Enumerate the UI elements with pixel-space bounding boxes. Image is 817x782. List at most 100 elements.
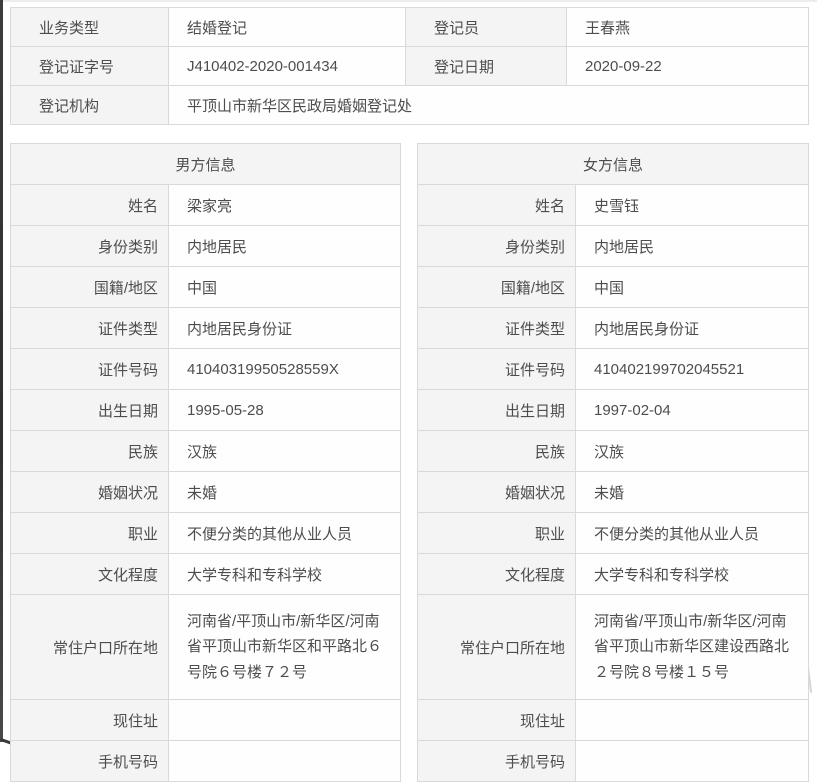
field-label: 出生日期 — [417, 389, 576, 431]
field-value: 41040319950528559X — [167, 348, 402, 390]
field-value — [574, 699, 810, 741]
table-row: 婚姻状况 未婚 — [10, 471, 402, 513]
table-row: 姓名 史雪钰 — [417, 184, 810, 226]
field-label: 手机号码 — [417, 740, 576, 782]
field-value: 1997-02-04 — [574, 389, 810, 431]
field-value: 410402199702045521 — [574, 348, 810, 390]
field-label: 证件类型 — [417, 307, 576, 349]
field-value — [167, 699, 402, 741]
table-row: 身份类别 内地居民 — [417, 225, 810, 267]
business-type-value: 结婚登记 — [168, 7, 406, 47]
reg-date-label: 登记日期 — [405, 46, 567, 86]
field-label: 婚姻状况 — [417, 471, 576, 513]
agency-label: 登记机构 — [10, 85, 169, 125]
table-row: 民族 汉族 — [417, 430, 810, 472]
field-value: 不便分类的其他从业人员 — [167, 512, 402, 554]
field-label: 证件类型 — [10, 307, 169, 349]
table-row: 证件号码 41040319950528559X — [10, 348, 402, 390]
field-value: 大学专科和专科学校 — [574, 553, 810, 595]
table-row: 姓名 梁家亮 — [10, 184, 402, 226]
female-section-title: 女方信息 — [416, 143, 810, 185]
field-label: 职业 — [10, 512, 169, 554]
table-row: 证件号码 410402199702045521 — [417, 348, 810, 390]
table-row: 职业 不便分类的其他从业人员 — [417, 512, 810, 554]
table-row: 登记证字号 J410402-2020-001434 登记日期 2020-09-2… — [10, 46, 809, 86]
field-value: 不便分类的其他从业人员 — [574, 512, 810, 554]
field-value: 1995-05-28 — [167, 389, 402, 431]
cert-no-label: 登记证字号 — [10, 46, 169, 86]
field-value: 未婚 — [574, 471, 810, 513]
field-value: 汉族 — [167, 430, 402, 472]
field-value: 河南省/平顶山市/新华区/河南省平顶山市新华区建设西路北２号院８号楼１５号 — [574, 594, 810, 700]
table-row: 婚姻状况 未婚 — [417, 471, 810, 513]
field-value: 史雪钰 — [574, 184, 810, 226]
field-label: 民族 — [417, 430, 576, 472]
field-value — [574, 740, 810, 782]
table-row: 文化程度 大学专科和专科学校 — [417, 553, 810, 595]
business-type-label: 业务类型 — [10, 7, 169, 47]
table-row: 国籍/地区 中国 — [417, 266, 810, 308]
table-row: 证件类型 内地居民身份证 — [417, 307, 810, 349]
field-label: 证件号码 — [10, 348, 169, 390]
field-label: 姓名 — [10, 184, 169, 226]
field-value: 中国 — [167, 266, 402, 308]
registrar-label: 登记员 — [405, 7, 567, 47]
table-row: 国籍/地区 中国 — [10, 266, 402, 308]
field-label: 身份类别 — [417, 225, 576, 267]
field-value: 梁家亮 — [167, 184, 402, 226]
field-value: 内地居民身份证 — [167, 307, 402, 349]
male-section-title: 男方信息 — [9, 143, 402, 185]
field-label: 证件号码 — [417, 348, 576, 390]
table-row: 登记机构 平顶山市新华区民政局婚姻登记处 — [10, 85, 809, 125]
field-label: 常住户口所在地 — [10, 594, 169, 700]
table-row: 常住户口所在地 河南省/平顶山市/新华区/河南省平顶山市新华区和平路北６号院６号楼… — [10, 594, 402, 700]
table-row: 出生日期 1995-05-28 — [10, 389, 402, 431]
field-label: 国籍/地区 — [10, 266, 169, 308]
table-row: 民族 汉族 — [10, 430, 402, 472]
field-label: 姓名 — [417, 184, 576, 226]
table-row: 证件类型 内地居民身份证 — [10, 307, 402, 349]
field-value: 汉族 — [574, 430, 810, 472]
field-label: 文化程度 — [10, 553, 169, 595]
table-row: 身份类别 内地居民 — [10, 225, 402, 267]
table-row: 现住址 — [417, 699, 810, 741]
table-row: 文化程度 大学专科和专科学校 — [10, 553, 402, 595]
table-row: 出生日期 1997-02-04 — [417, 389, 810, 431]
table-row: 现住址 — [10, 699, 402, 741]
field-label: 手机号码 — [10, 740, 169, 782]
field-value: 内地居民 — [167, 225, 402, 267]
field-label: 常住户口所在地 — [417, 594, 576, 700]
field-label: 出生日期 — [10, 389, 169, 431]
reg-date-value: 2020-09-22 — [566, 46, 809, 86]
field-value: 未婚 — [167, 471, 402, 513]
field-value: 河南省/平顶山市/新华区/河南省平顶山市新华区和平路北６号院６号楼７２号 — [167, 594, 402, 700]
field-label: 现住址 — [417, 699, 576, 741]
table-row: 业务类型 结婚登记 登记员 王春燕 — [10, 7, 809, 47]
registration-summary-table: 业务类型 结婚登记 登记员 王春燕 登记证字号 J410402-2020-001… — [10, 7, 809, 125]
table-row: 手机号码 — [417, 740, 810, 782]
field-label: 职业 — [417, 512, 576, 554]
table-row: 职业 不便分类的其他从业人员 — [10, 512, 402, 554]
field-label: 现住址 — [10, 699, 169, 741]
registrar-value: 王春燕 — [566, 7, 809, 47]
table-row: 男方信息 — [9, 143, 402, 185]
page-top-edge-artifact — [0, 0, 817, 2]
field-value: 中国 — [574, 266, 810, 308]
field-label: 民族 — [10, 430, 169, 472]
page-left-edge-artifact — [0, 0, 3, 742]
cert-no-value: J410402-2020-001434 — [168, 46, 406, 86]
field-value: 内地居民 — [574, 225, 810, 267]
field-value: 内地居民身份证 — [574, 307, 810, 349]
table-row: 女方信息 — [416, 143, 810, 185]
agency-value: 平顶山市新华区民政局婚姻登记处 — [168, 85, 809, 125]
field-label: 婚姻状况 — [10, 471, 169, 513]
field-label: 国籍/地区 — [417, 266, 576, 308]
male-info-table: 男方信息 姓名 梁家亮 身份类别 内地居民 国籍/地区 中国 证件类型 内地居民身份证 … — [9, 143, 402, 782]
table-row: 手机号码 — [10, 740, 402, 782]
field-label: 文化程度 — [417, 553, 576, 595]
female-info-table: 女方信息 姓名 史雪钰 身份类别 内地居民 国籍/地区 中国 证件类型 内地居民身份证 … — [416, 143, 810, 782]
field-label: 身份类别 — [10, 225, 169, 267]
table-row: 常住户口所在地 河南省/平顶山市/新华区/河南省平顶山市新华区建设西路北２号院８号… — [417, 594, 810, 700]
field-value: 大学专科和专科学校 — [167, 553, 402, 595]
field-value — [167, 740, 402, 782]
